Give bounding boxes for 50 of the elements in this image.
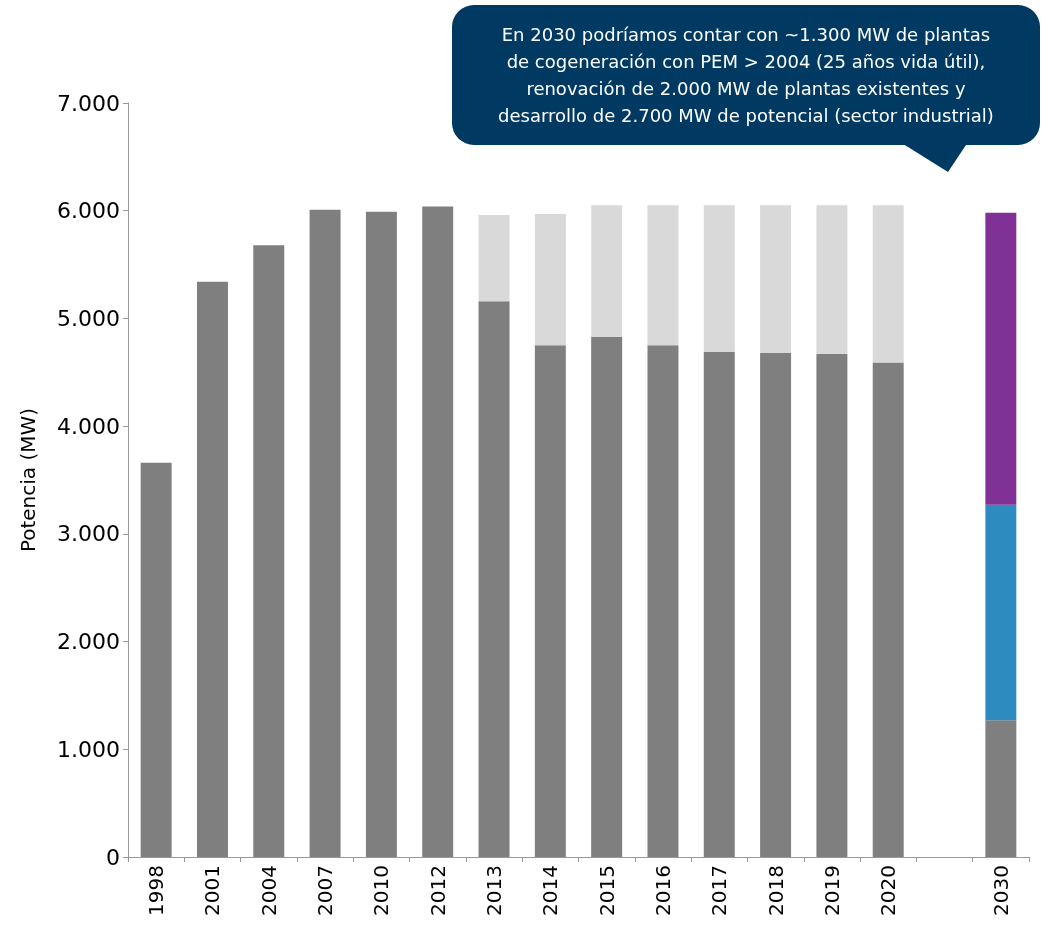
y-tick-label: 7.000 (57, 90, 120, 116)
x-tick-label: 2001 (200, 865, 225, 916)
bar (872, 362, 904, 857)
x-tick-label: 2014 (538, 865, 563, 916)
bar (703, 205, 735, 352)
x-tick-label: 2013 (482, 865, 507, 916)
bar (534, 213, 566, 346)
bar (760, 205, 792, 353)
bar (985, 720, 1017, 857)
y-tick-label: 3.000 (57, 521, 120, 547)
y-axis-title: Potencia (MW) (16, 407, 40, 553)
bar (365, 211, 397, 857)
x-tick-label: 2004 (256, 865, 281, 916)
y-tick-label: 0 (106, 844, 120, 870)
x-tick-label: 2010 (369, 865, 394, 916)
x-tick-label: 2016 (650, 865, 675, 916)
x-tick-label: 1998 (144, 865, 169, 916)
bar (985, 212, 1017, 505)
bar (478, 215, 510, 302)
bar (591, 205, 623, 337)
y-tick-label: 1.000 (57, 736, 120, 762)
x-tick-label: 2030 (988, 865, 1013, 916)
x-tick-label: 2015 (594, 865, 619, 916)
bar (591, 336, 623, 857)
bar (816, 205, 848, 354)
bar (872, 205, 904, 363)
y-tick-label: 5.000 (57, 305, 120, 331)
x-tick-label: 2012 (425, 865, 450, 916)
y-tick-label: 6.000 (57, 198, 120, 224)
bar (816, 353, 848, 857)
bar (478, 301, 510, 857)
x-tick-label: 2007 (313, 865, 338, 916)
bar (534, 345, 566, 857)
x-tick-label: 2019 (819, 865, 844, 916)
bar (647, 205, 679, 346)
bar (196, 281, 228, 857)
y-tick-label: 2.000 (57, 629, 120, 655)
x-tick-label: 2020 (876, 865, 901, 916)
x-tick-label: 2017 (707, 865, 732, 916)
bar (253, 245, 285, 857)
x-tick-label: 2018 (763, 865, 788, 916)
bar (422, 206, 454, 857)
y-tick-label: 4.000 (57, 413, 120, 439)
bar (703, 351, 735, 857)
bar (140, 462, 172, 857)
bar (985, 504, 1017, 721)
annotation: En 2030 podríamos contar con ~1.300 MW de plantas de cogeneración con PEM > 2004 (25 años vida útil), renovación de 2.000 MW de plantas existentes y desarrollo de 2.700 MW de potencial (sector industrial) (452, 5, 1040, 145)
bar (309, 209, 341, 857)
bar (647, 345, 679, 857)
bar (760, 352, 792, 857)
